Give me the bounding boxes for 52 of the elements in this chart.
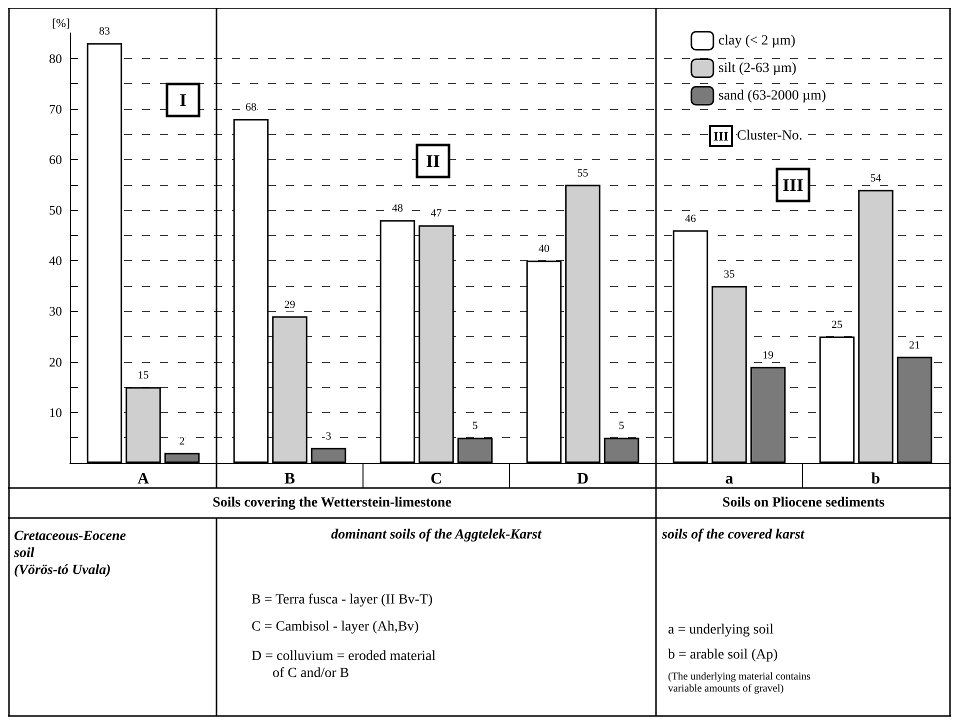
data-label: 46 [684,212,696,225]
y-tick-label: 70 [49,101,62,116]
x-tick-label: a [725,470,734,488]
text: D = colluvium = eroded material of C and/or B [252,649,436,681]
text: a = underlying soil [668,622,774,638]
y-tick-label: 40 [49,253,62,268]
text: b = arable soil (Ap) [668,648,778,662]
data-label: 3 [326,430,332,442]
y-tick-label: 80 [49,50,62,66]
y-tick-label: 10 [49,404,62,420]
annotation: III [713,128,729,144]
data-label: 68 [245,102,257,114]
data-label: 35 [724,268,736,280]
y-tick-label: 20 [49,354,62,370]
x-tick-label: b [871,470,880,488]
data-label: 55 [577,167,589,180]
text: C = Cambisol - layer (Ah,Bv) [252,620,420,634]
data-label: 19 [762,349,774,362]
data-label: 54 [870,172,882,184]
y-tick-label: 50 [49,202,62,218]
data-label: 48 [392,202,404,215]
legend-label: silt (2-63 µm) [718,60,797,76]
annotation: II [426,151,440,171]
text: dominant soils of the Aggtelek-Karst [331,528,542,542]
data-label: 15 [138,370,150,382]
data-label: 83 [98,26,110,38]
x-tick-label: C [430,470,442,488]
text: (The underlying material contains variable amounts of gravel) [668,672,811,694]
data-label: 40 [538,243,550,256]
annotation: III [782,175,804,195]
text: B = Terra fusca - layer (II Bv-T) [252,592,434,608]
data-label: 5 [618,420,625,432]
data-label: 47 [430,208,442,220]
y-tick-label: 30 [49,304,62,319]
data-label: 25 [831,319,843,332]
annotation: Cluster-No. [737,128,802,144]
legend-label: clay (< 2 µm) [718,33,796,48]
data-label: 21 [909,339,920,352]
x-tick-label: D [576,470,589,488]
data-label: 2 [179,435,185,448]
text: Soils on Pliocene sediments [722,496,886,510]
y-axis-title: [%] [52,16,70,30]
text: Cretaceous-Eocene soil (Vörös-tó Uvala) [13,529,126,578]
x-tick-label: B [284,470,296,488]
x-tick-label: A [137,470,150,488]
y-tick-label: 60 [49,152,62,167]
annotation: I [179,90,187,110]
text: soils of the covered karst [661,528,806,542]
text: Soils covering the Wetterstein-limestone [212,496,452,510]
data-label: 5 [472,420,478,432]
data-label: 29 [284,298,296,311]
legend-label: sand (63-2000 µm) [718,88,826,104]
